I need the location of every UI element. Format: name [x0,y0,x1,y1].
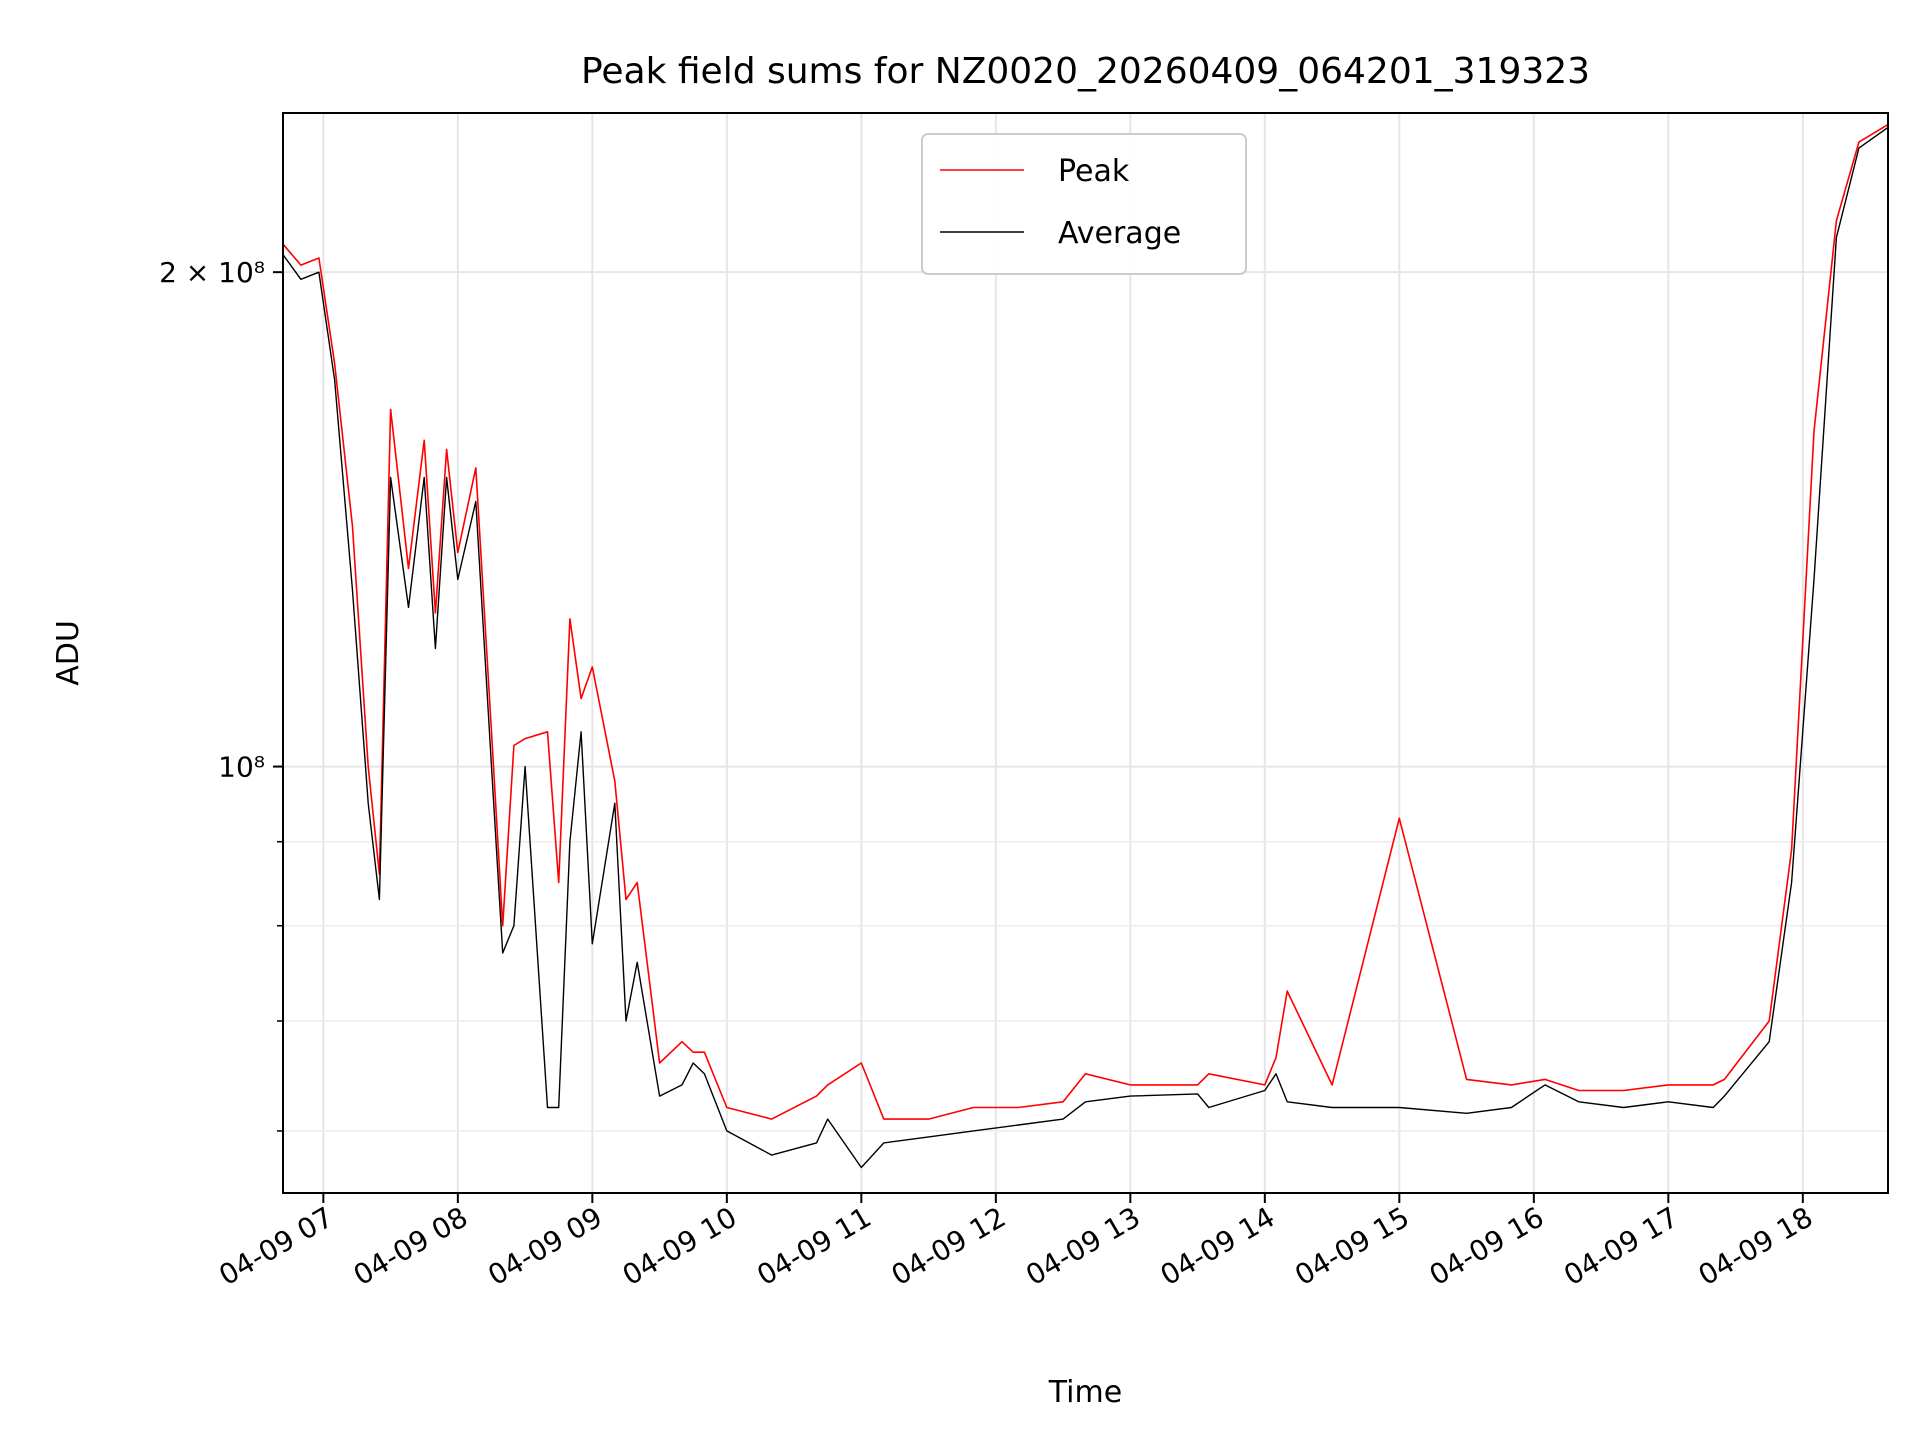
plot-frame [282,112,1889,1194]
x-tick-label: 04-09 14 [1155,1200,1281,1292]
y-axis: 10⁸ 2 × 10⁸ [159,256,283,1132]
x-tick-label: 04-09 15 [1289,1200,1415,1292]
x-axis-title: Time [1048,1375,1122,1410]
x-tick-label: 04-09 12 [886,1200,1012,1292]
legend-box [921,133,1247,275]
x-tick-label: 04-09 18 [1693,1200,1819,1292]
legend-label-peak: Peak [1058,154,1130,189]
x-axis: 04-09 07 04-09 08 04-09 09 04-09 10 04-09 11… [213,1193,1818,1292]
x-tick-label: 04-09 10 [617,1200,743,1292]
series-line-average [282,126,1889,1169]
y-tick-label: 10⁸ [218,751,265,784]
legend-label-average: Average [1058,216,1181,251]
x-tick-label: 04-09 08 [348,1200,474,1292]
x-tick-label: 04-09 09 [482,1200,608,1292]
chart-title: Peak field sums for NZ0020_20260409_0642… [581,51,1590,92]
x-tick-label: 04-09 11 [751,1200,877,1292]
x-tick-label: 04-09 13 [1020,1200,1146,1292]
x-tick-label: 04-09 16 [1424,1200,1550,1292]
series-line-peak [282,123,1889,1120]
series-lines [282,123,1889,1169]
x-tick-label: 04-09 07 [213,1200,339,1292]
y-axis-title: ADU [51,620,86,686]
legend: Peak Average [921,133,1247,275]
y-tick-label: 2 × 10⁸ [159,256,265,289]
x-tick-label: 04-09 17 [1558,1200,1684,1292]
